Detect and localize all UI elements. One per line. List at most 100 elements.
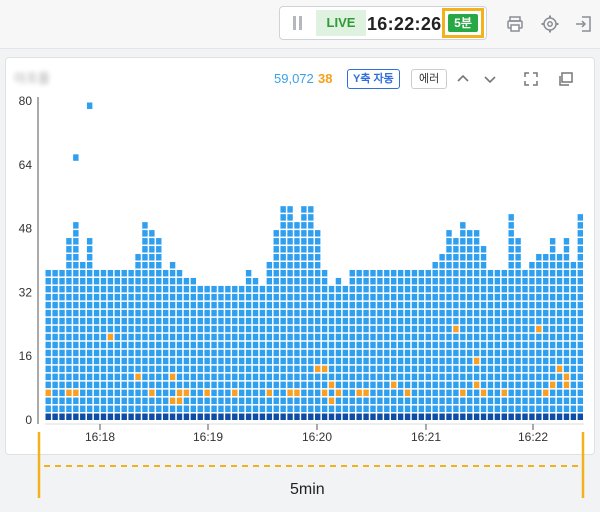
heatmap-cell xyxy=(183,301,190,309)
heatmap-cell xyxy=(363,397,369,405)
heatmap-cell xyxy=(73,277,79,285)
heatmap-cell xyxy=(259,293,266,301)
heatmap-cell xyxy=(446,397,452,405)
heatmap-cell xyxy=(66,285,72,293)
heatmap-cell xyxy=(315,262,321,269)
heatmap-cell xyxy=(59,357,65,365)
heatmap-cell xyxy=(66,389,72,397)
heatmap-cell xyxy=(363,333,369,341)
heatmap-cell xyxy=(80,269,86,277)
heatmap-cell xyxy=(432,293,438,301)
heatmap-cell xyxy=(162,325,169,333)
heatmap-cell xyxy=(522,413,528,420)
heatmap-cell xyxy=(266,341,273,349)
heatmap-cell xyxy=(107,413,114,420)
heatmap-cell xyxy=(280,389,286,397)
heatmap-cell xyxy=(287,230,293,237)
heatmap-cell xyxy=(301,214,307,221)
chevron-up-icon[interactable] xyxy=(454,70,472,88)
heatmap-cell xyxy=(515,246,521,253)
heatmap-cell xyxy=(356,365,362,373)
heatmap-cell xyxy=(52,341,58,349)
heatmap-cell xyxy=(536,254,542,261)
heatmap-cell xyxy=(508,397,514,405)
fullscreen-icon[interactable] xyxy=(522,70,540,88)
heatmap-cell xyxy=(169,341,176,349)
heatmap-cell xyxy=(439,405,445,413)
heatmap-cell xyxy=(183,277,190,285)
heatmap-cell xyxy=(190,301,197,309)
heatmap-cell xyxy=(59,269,65,277)
heatmap-cell xyxy=(245,381,252,389)
time-range-button[interactable]: 5분 xyxy=(442,8,484,38)
heatmap-cell xyxy=(549,373,556,381)
heatmap-cell xyxy=(273,405,279,413)
heatmap-cell xyxy=(59,405,65,413)
heatmap-cell xyxy=(135,333,141,341)
heatmap-cell xyxy=(121,357,127,365)
heatmap-cell xyxy=(549,262,556,269)
live-badge[interactable]: LIVE xyxy=(316,10,366,36)
heatmap-cell xyxy=(536,277,542,285)
heatmap-cell xyxy=(308,254,314,261)
heatmap-cell xyxy=(397,413,404,420)
heatmap-cell xyxy=(391,317,397,325)
pause-button[interactable] xyxy=(286,13,308,33)
heatmap-cell xyxy=(480,254,487,261)
y-axis-auto-button[interactable]: Y축 자동 xyxy=(347,69,400,89)
heatmap-cell xyxy=(45,349,51,357)
heatmap-cell xyxy=(238,413,245,420)
heatmap-cell xyxy=(232,381,238,389)
heatmap-cell xyxy=(529,317,535,325)
heatmap-cell xyxy=(404,285,411,293)
heatmap-cell xyxy=(446,365,452,373)
heatmap-cell xyxy=(294,293,300,301)
heatmap-cell xyxy=(501,365,507,373)
heatmap-cell xyxy=(522,373,528,381)
copy-window-icon[interactable] xyxy=(557,70,575,88)
y-tick-label: 64 xyxy=(19,158,33,172)
y-tick-label: 80 xyxy=(19,94,33,108)
heatmap-cell xyxy=(356,349,362,357)
heatmap-cell xyxy=(529,269,535,277)
heatmap-cell xyxy=(52,301,58,309)
heatmap-cell xyxy=(536,373,542,381)
heatmap-cell xyxy=(570,309,577,317)
gear-icon[interactable] xyxy=(540,14,560,34)
heatmap-cell xyxy=(135,405,141,413)
heatmap-cell xyxy=(349,413,355,420)
heatmap-cell xyxy=(93,349,100,357)
heatmap-cell xyxy=(218,381,224,389)
heatmap-cell xyxy=(245,389,252,397)
heatmap-cell xyxy=(273,293,279,301)
heatmap-cell xyxy=(501,397,507,405)
print-icon[interactable] xyxy=(505,14,525,34)
heatmap-cell xyxy=(266,349,273,357)
heatmap-cell xyxy=(162,285,169,293)
exit-icon[interactable] xyxy=(574,14,594,34)
heatmap-cell xyxy=(86,365,93,373)
heatmap-cell xyxy=(391,301,397,309)
heatmap-cell xyxy=(577,293,583,301)
heatmap-cell xyxy=(169,333,176,341)
heatmap-cell xyxy=(156,397,162,405)
heatmap-cell xyxy=(494,277,501,285)
heatmap-cell xyxy=(418,405,425,413)
chevron-down-icon[interactable] xyxy=(481,70,499,88)
heatmap-cell xyxy=(308,269,314,277)
heatmap-cell xyxy=(556,254,563,261)
heatmap-cell xyxy=(536,262,542,269)
heatmap-cell xyxy=(570,285,577,293)
heatmap-cell xyxy=(142,293,148,301)
error-filter-button[interactable]: 에러 xyxy=(411,69,448,89)
heatmap-cell xyxy=(190,365,197,373)
heatmap-cell xyxy=(266,397,273,405)
heatmap-cell xyxy=(515,262,521,269)
chart-title: 아프를 xyxy=(14,71,50,86)
heatmap-cell xyxy=(335,317,342,325)
heatmap-cell xyxy=(259,365,266,373)
heatmap-cell xyxy=(453,389,459,397)
heatmap-cell xyxy=(100,405,107,413)
heatmap-cell xyxy=(176,389,183,397)
